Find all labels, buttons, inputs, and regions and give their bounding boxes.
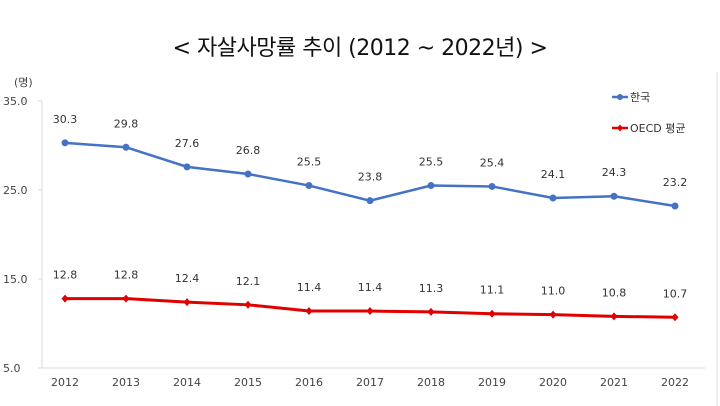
data-point bbox=[671, 202, 679, 210]
data-point bbox=[183, 298, 191, 307]
x-tick-label: 2017 bbox=[356, 376, 384, 389]
series-korea: 30.3 29.8 27.6 26.8 25.5 23.8 25.5 25.4 24.1 24.3… bbox=[53, 113, 688, 210]
x-tick-label: 2012 bbox=[51, 376, 79, 389]
data-label: 25.4 bbox=[480, 156, 505, 169]
data-label: 24.1 bbox=[541, 168, 566, 181]
legend-item: 한국 bbox=[612, 91, 650, 104]
y-tick-label: 15.0 bbox=[3, 273, 28, 286]
data-point bbox=[305, 182, 313, 190]
data-point bbox=[61, 294, 69, 303]
data-label: 26.8 bbox=[236, 144, 261, 157]
data-point bbox=[488, 309, 496, 318]
x-tick-label: 2020 bbox=[539, 376, 567, 389]
data-label: 30.3 bbox=[53, 113, 78, 126]
x-tick-label: 2022 bbox=[661, 376, 689, 389]
data-point bbox=[427, 307, 435, 316]
data-point bbox=[366, 307, 374, 316]
data-point bbox=[244, 300, 252, 309]
series-oecd: 12.8 12.8 12.4 12.1 11.4 11.4 11.3 11.1 11.0 10.8… bbox=[53, 269, 688, 322]
data-label: 12.8 bbox=[53, 269, 78, 282]
x-tick-label: 2019 bbox=[478, 376, 506, 389]
data-point bbox=[122, 294, 130, 303]
data-label: 11.4 bbox=[297, 281, 322, 294]
chart-title: < 자살사망률 추이 (2012 ~ 2022년) > bbox=[172, 36, 548, 61]
x-tick-label: 2021 bbox=[600, 376, 628, 389]
data-point bbox=[427, 182, 435, 190]
data-label: 24.3 bbox=[602, 166, 627, 179]
data-point bbox=[671, 313, 679, 322]
data-label: 11.0 bbox=[541, 285, 566, 298]
data-point bbox=[549, 194, 557, 202]
data-point bbox=[305, 307, 313, 316]
data-point bbox=[61, 139, 69, 147]
legend-marker bbox=[617, 124, 623, 132]
data-label: 11.3 bbox=[419, 282, 444, 295]
data-label: 12.8 bbox=[114, 269, 139, 282]
legend-label: OECD 평균 bbox=[630, 122, 686, 135]
data-label: 23.8 bbox=[358, 171, 383, 184]
x-tick-label: 2015 bbox=[234, 376, 262, 389]
data-point bbox=[183, 163, 191, 171]
y-tick-label: 5.0 bbox=[3, 362, 21, 375]
data-label: 11.1 bbox=[480, 284, 505, 297]
data-label: 25.5 bbox=[419, 156, 444, 169]
data-label: 23.2 bbox=[663, 176, 688, 189]
data-label: 10.7 bbox=[663, 287, 688, 300]
legend-item: OECD 평균 bbox=[612, 122, 686, 135]
data-label: 11.4 bbox=[358, 281, 383, 294]
x-tick-label: 2018 bbox=[417, 376, 445, 389]
y-tick-label: 25.0 bbox=[3, 184, 28, 197]
data-label: 12.4 bbox=[175, 272, 200, 285]
data-point bbox=[244, 170, 252, 178]
data-label: 10.8 bbox=[602, 286, 627, 299]
y-axis-label: (명) bbox=[14, 76, 33, 89]
data-label: 29.8 bbox=[114, 117, 139, 130]
x-tick-label: 2013 bbox=[112, 376, 140, 389]
data-point bbox=[610, 192, 618, 200]
x-tick-label: 2014 bbox=[173, 376, 201, 389]
data-label: 12.1 bbox=[236, 275, 261, 288]
data-point bbox=[610, 312, 618, 321]
data-point bbox=[366, 197, 374, 205]
y-tick-label: 35.0 bbox=[3, 95, 28, 108]
data-point bbox=[122, 143, 130, 151]
data-point bbox=[488, 182, 496, 190]
data-point bbox=[549, 310, 557, 319]
data-label: 27.6 bbox=[175, 137, 200, 150]
data-label: 25.5 bbox=[297, 156, 322, 169]
legend-label: 한국 bbox=[630, 91, 650, 104]
x-tick-label: 2016 bbox=[295, 376, 323, 389]
legend-marker bbox=[617, 94, 623, 100]
